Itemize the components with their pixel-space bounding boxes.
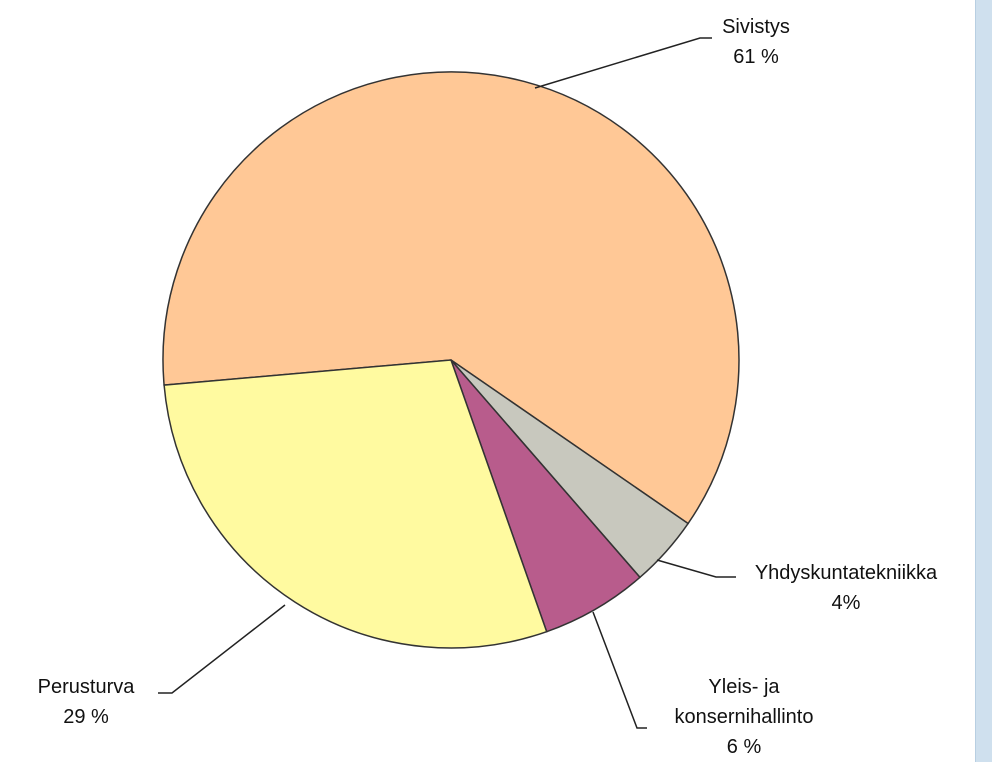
leader-line (656, 559, 736, 578)
category-label: Perusturva (37, 676, 135, 698)
value-label: 61 % (733, 46, 779, 68)
pie-slice (162, 71, 740, 525)
leader-line (534, 37, 712, 89)
category-label: Yhdyskuntatekniikka (754, 562, 938, 584)
window-edge (975, 0, 992, 762)
value-label: 4% (831, 592, 861, 614)
category-label: Sivistys (722, 16, 790, 38)
category-label: Yleis- ja konsernihallinto (674, 676, 814, 728)
value-label: 29 % (63, 706, 109, 728)
value-label: 6 % (726, 736, 762, 758)
slice-label: Sivistys 61 % (656, 12, 856, 72)
slice-label: Yleis- ja konsernihallinto 6 % (664, 672, 824, 762)
slice-label: Perusturva 29 % (1, 672, 171, 732)
pie-slice (163, 359, 548, 649)
leader-line (592, 611, 647, 729)
leader-line (158, 604, 286, 694)
slice-label: Yhdyskuntatekniikka 4% (716, 558, 976, 618)
